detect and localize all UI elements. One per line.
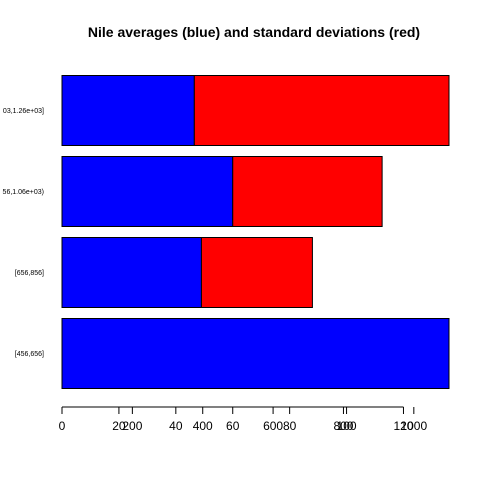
category-label: 03,1.26e+03] [3,108,44,115]
bar-average-0 [61,318,450,389]
category-label: [456,656] [15,351,44,358]
chart-title: Nile averages (blue) and standard deviat… [88,24,420,40]
x-lower-tick-label: 20 [112,419,126,433]
bar-average-3 [61,75,195,146]
bar-std-dev-1 [200,237,313,308]
x-lower-tick-label: 0 [59,419,66,433]
x-upper-tick-label: 400 [193,419,213,433]
category-label: [656,856] [15,270,44,277]
x-upper-tick-label: 200 [122,419,142,433]
bar-std-dev-2 [232,156,383,227]
x-lower-tick-label: 120 [393,419,413,433]
category-label: 56,1.06e+03) [3,189,44,196]
bar-std-dev-3 [193,75,450,146]
x-lower-tick-label: 100 [337,419,357,433]
bar-average-1 [61,237,202,308]
x-lower-tick-label: 40 [169,419,183,433]
x-axis: 0 20 40 60 80 100 120 200 400 600 800 1000 [59,406,427,433]
x-upper-tick-label: 600 [263,419,283,433]
category-labels: [456,656] [656,856] 56,1.06e+03) 03,1.26e+0… [3,108,44,358]
x-upper-tick-label: 800 [333,419,353,433]
x-upper-tick-label: 1000 [400,419,427,433]
x-lower-tick-label: 60 [226,419,240,433]
x-lower-tick-label: 80 [283,419,297,433]
bars-group [61,75,450,389]
bar-average-2 [61,156,234,227]
